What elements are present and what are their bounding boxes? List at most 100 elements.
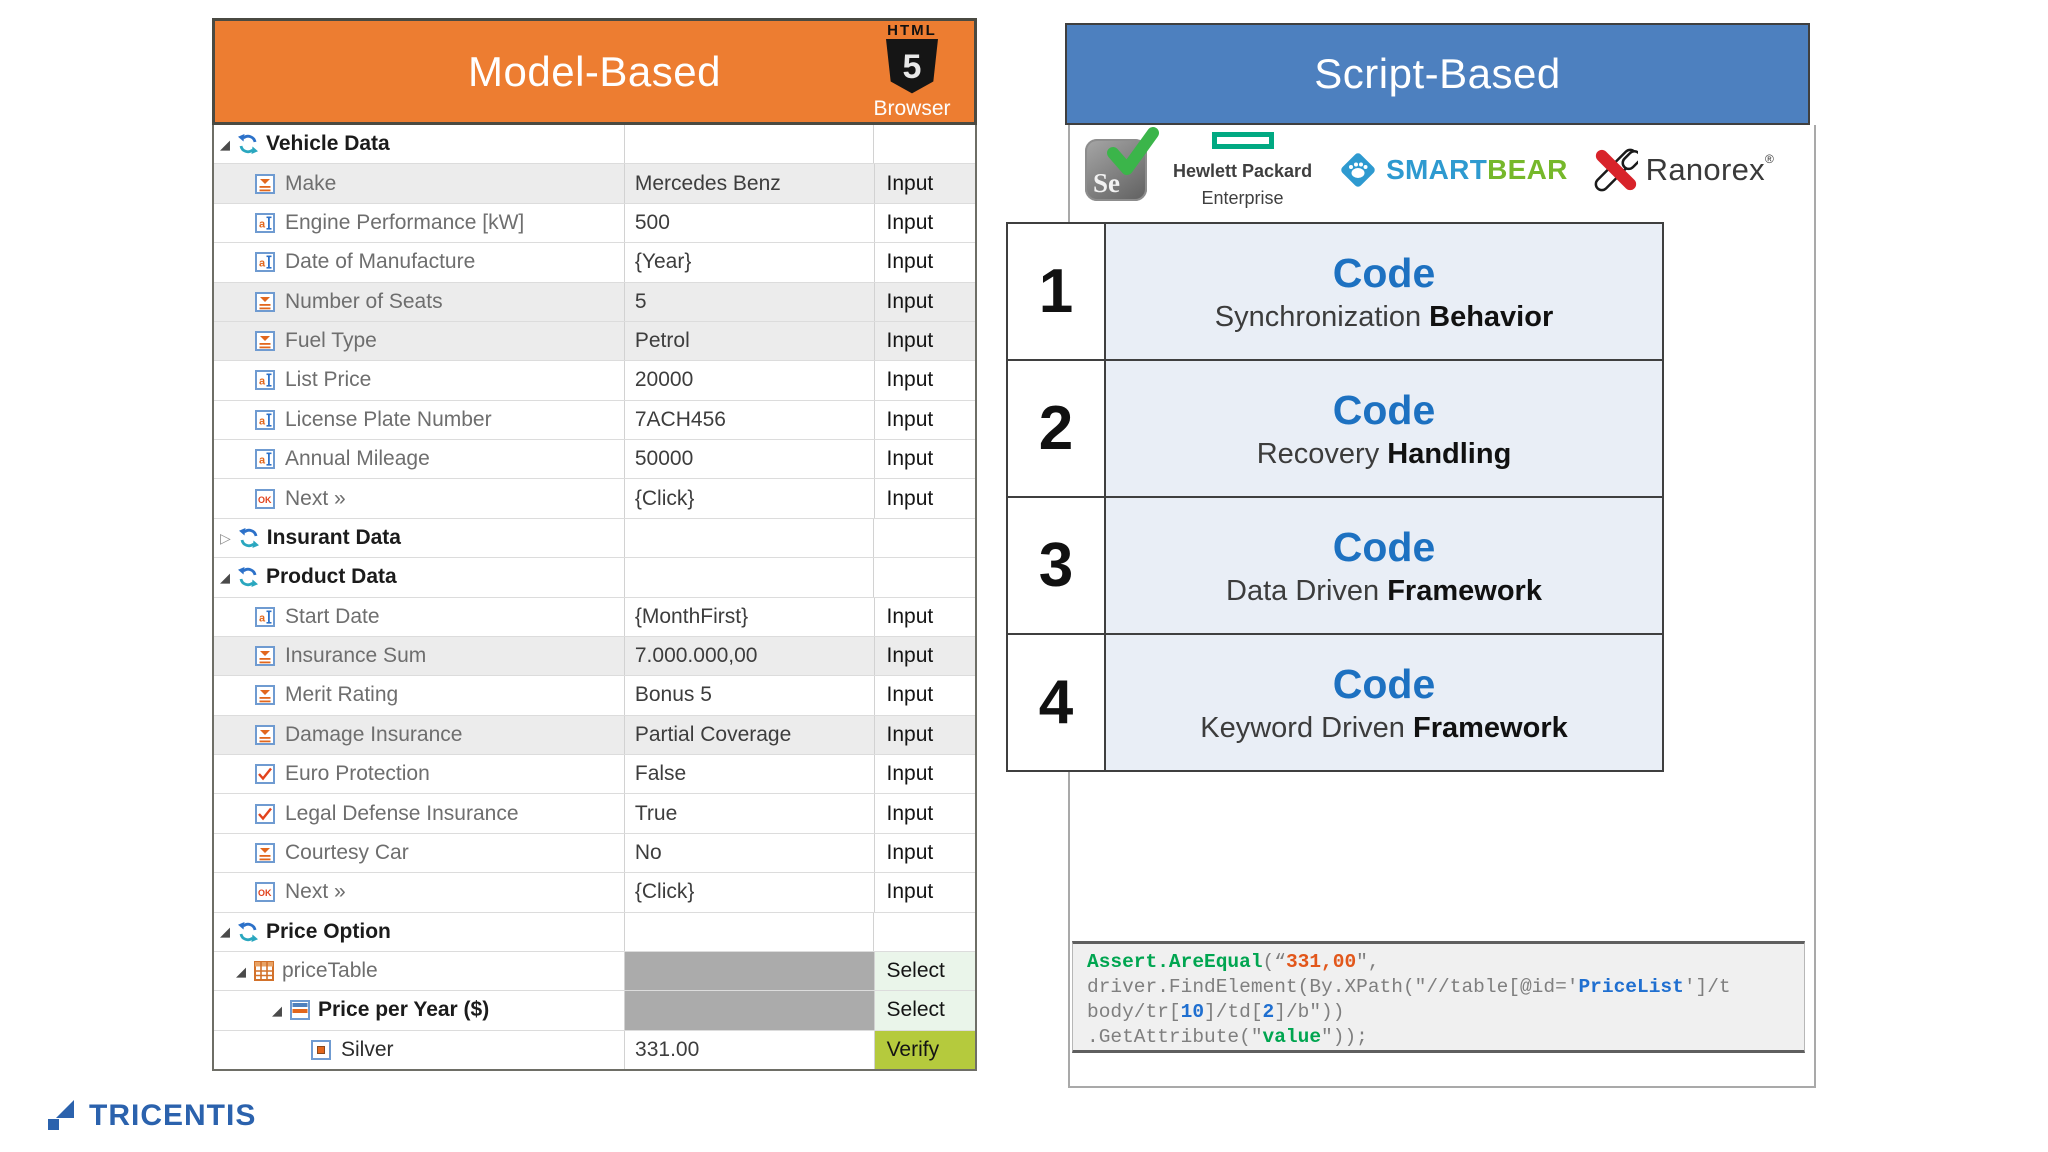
step-value: True — [634, 801, 678, 825]
test-step-row[interactable]: ▷ Insurant Data — [214, 518, 975, 559]
test-step-row[interactable]: a Date of Manufacture {Year} Input — [214, 243, 975, 283]
test-step-row[interactable]: Legal Defense Insurance True Input — [214, 794, 975, 834]
svg-text:a: a — [259, 455, 266, 467]
step-name: Insurant Data — [266, 525, 401, 549]
step-value: Partial Coverage — [634, 722, 792, 746]
test-step-row[interactable]: Number of Seats 5 Input — [214, 282, 975, 322]
test-step-row[interactable]: OK Next » {Click} Input — [214, 479, 975, 519]
collapse-arrow-icon[interactable]: ▷ — [220, 529, 231, 546]
test-step-row[interactable]: Make Mercedes Benz Input — [214, 164, 975, 204]
step-value-cell: {Click} — [623, 479, 874, 518]
step-name: Next » — [285, 486, 346, 510]
step-action: Input — [886, 407, 934, 431]
step-value-cell: False — [623, 755, 874, 794]
test-step-row[interactable]: a List Price 20000 Input — [214, 361, 975, 401]
step-card: Code Data Driven Framework — [1104, 496, 1664, 635]
hpe-logo: Hewlett Packard Enterprise — [1173, 131, 1313, 208]
test-step-row[interactable]: a License Plate Number 7ACH456 Input — [214, 400, 975, 440]
step-action-cell: Input — [873, 755, 975, 794]
test-step-row[interactable]: ◢ priceTable Select — [214, 951, 975, 992]
step-name: Price per Year ($) — [318, 998, 490, 1022]
dropdown-icon — [254, 724, 276, 746]
step-action: Input — [886, 762, 934, 786]
step-value: {Year} — [634, 250, 692, 274]
step-name-cell: Courtesy Car — [214, 834, 624, 872]
hpe-name: Hewlett Packard — [1173, 160, 1313, 181]
expand-arrow-icon[interactable]: ◢ — [220, 136, 230, 152]
step-name: Silver — [341, 1037, 394, 1061]
test-step-row[interactable]: Damage Insurance Partial Coverage Input — [214, 715, 975, 755]
step-number: 4 — [1006, 633, 1106, 772]
dropdown-icon — [254, 330, 276, 352]
section-icon — [236, 565, 260, 589]
step-name: Engine Performance [kW] — [285, 210, 525, 234]
step-value: 7.000.000,00 — [634, 644, 758, 668]
step-name-cell: a Date of Manufacture — [214, 243, 624, 281]
step-name: License Plate Number — [285, 407, 492, 431]
step-action-cell: Verify — [873, 1030, 976, 1069]
ranorex-x-icon — [1594, 148, 1638, 191]
step-name-cell: Legal Defense Insurance — [214, 794, 624, 832]
script-step: 3 Code Data Driven Framework — [1006, 496, 1664, 635]
svg-text:a: a — [259, 415, 266, 427]
step-name-cell: Merit Rating — [214, 676, 624, 714]
test-step-row[interactable]: OK Next » {Click} Input — [214, 873, 975, 913]
step-action: Input — [886, 604, 934, 628]
svg-text:OK: OK — [258, 495, 272, 505]
step-action: Select — [886, 959, 945, 983]
expand-arrow-icon[interactable]: ◢ — [220, 569, 230, 585]
step-name-cell: a List Price — [214, 361, 624, 399]
browser-label: Browser — [873, 97, 951, 120]
test-step-row[interactable]: a Start Date {MonthFirst} Input — [214, 597, 975, 637]
step-action: Input — [886, 447, 934, 471]
script-based-header: Script-Based — [1065, 23, 1810, 125]
step-value-cell — [623, 912, 874, 951]
step-action: Input — [886, 329, 934, 353]
test-step-row[interactable]: ◢ Price Option — [214, 912, 975, 952]
hpe-enterprise: Enterprise — [1201, 187, 1284, 208]
test-step-row[interactable]: ◢ Product Data — [214, 558, 975, 598]
test-step-row[interactable]: a Engine Performance [kW] 500 Input — [214, 203, 975, 244]
step-value: Bonus 5 — [634, 683, 712, 707]
step-code-title: Code — [1332, 386, 1436, 433]
step-value-cell: Bonus 5 — [623, 676, 874, 715]
step-value: Petrol — [634, 329, 690, 353]
step-action-cell: Select — [873, 991, 975, 1030]
step-action-cell: Input — [873, 676, 975, 715]
test-step-row[interactable]: ◢ Vehicle Data — [214, 125, 975, 165]
test-step-row[interactable]: Merit Rating Bonus 5 Input — [214, 676, 975, 716]
step-subtitle: Synchronization Behavior — [1214, 300, 1554, 333]
step-value: No — [634, 840, 662, 864]
test-step-row[interactable]: Insurance Sum 7.000.000,00 Input — [214, 636, 975, 677]
test-step-row[interactable]: Silver 331.00 Verify — [214, 1030, 976, 1069]
step-name: Vehicle Data — [266, 132, 390, 156]
script-step: 4 Code Keyword Driven Framework — [1006, 633, 1664, 772]
expand-arrow-icon[interactable]: ◢ — [220, 924, 230, 940]
script-step: 2 Code Recovery Handling — [1006, 359, 1664, 498]
test-step-row[interactable]: Euro Protection False Input — [214, 755, 975, 795]
expand-arrow-icon[interactable]: ◢ — [272, 1002, 282, 1018]
step-action-cell: Input — [873, 440, 975, 479]
test-step-row[interactable]: a Annual Mileage 50000 Input — [214, 440, 975, 480]
step-name-cell: ◢ Product Data — [214, 558, 624, 596]
step-value-cell: {Click} — [623, 873, 874, 912]
step-value-cell: 5 — [623, 282, 874, 321]
step-name-cell: Fuel Type — [214, 321, 624, 361]
step-value: 500 — [634, 210, 670, 234]
step-name-cell: Number of Seats — [214, 282, 624, 321]
step-value: {Click} — [634, 486, 695, 510]
section-icon — [237, 526, 261, 550]
step-action: Input — [886, 722, 934, 746]
code-line: body/tr[10]/td[2]/b")) — [1087, 1001, 1345, 1023]
expand-arrow-icon[interactable]: ◢ — [236, 963, 246, 979]
test-step-row[interactable]: Fuel Type Petrol Input — [214, 321, 975, 362]
step-value-cell: 7ACH456 — [623, 400, 874, 439]
test-step-row[interactable]: ◢ Price per Year ($) Select — [214, 991, 975, 1031]
step-name-cell: a Engine Performance [kW] — [214, 204, 624, 242]
step-code-title: Code — [1332, 249, 1436, 296]
step-value-cell: Petrol — [623, 321, 874, 361]
test-step-row[interactable]: Courtesy Car No Input — [214, 833, 975, 874]
textbox-icon: a — [254, 369, 276, 391]
step-name: Fuel Type — [285, 329, 377, 353]
